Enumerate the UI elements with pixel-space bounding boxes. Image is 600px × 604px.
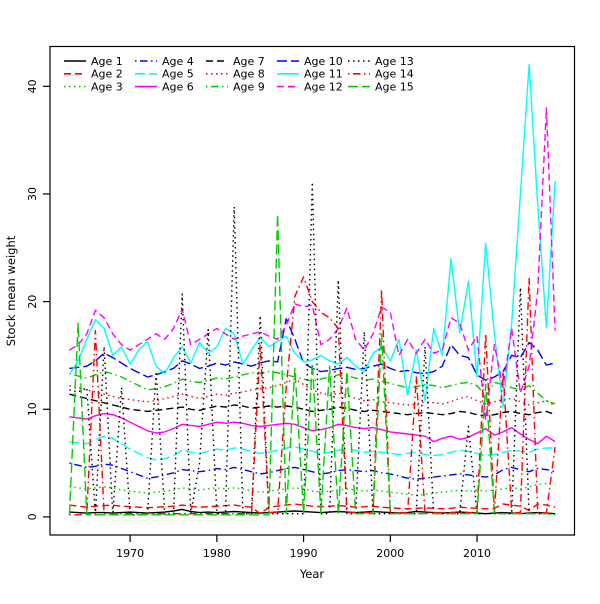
legend-label: Age 6	[162, 80, 194, 93]
legend-label: Age 10	[304, 55, 343, 68]
x-tick-label: 1980	[203, 547, 231, 560]
legend-item-age-12: Age 12	[277, 80, 343, 93]
series-line-age-1	[69, 508, 556, 515]
x-axis: 1970 1980 1990 2000 2010	[116, 535, 491, 560]
legend-item-age-11: Age 11	[277, 68, 343, 81]
series-lines	[68, 64, 556, 516]
series-line-age-12	[69, 107, 556, 421]
legend-item-age-4: Age 4	[135, 55, 194, 68]
series-line-age-15	[68, 213, 556, 516]
legend-item-age-6: Age 6	[135, 80, 194, 93]
legend-label: Age 3	[91, 80, 123, 93]
legend-item-age-1: Age 1	[64, 55, 123, 68]
series-line-age-3	[69, 482, 556, 497]
plot-area	[49, 45, 576, 536]
y-tick-label: 40	[26, 79, 39, 93]
legend-label: Age 11	[304, 68, 343, 81]
series-line-age-7	[69, 393, 556, 417]
legend-label: Age 15	[375, 80, 414, 93]
legend-label: Age 1	[91, 55, 123, 68]
legend-label: Age 2	[91, 68, 123, 81]
legend-label: Age 14	[375, 68, 414, 81]
legend-label: Age 5	[162, 68, 194, 81]
legend-item-age-13: Age 13	[348, 55, 414, 68]
x-tick-label: 1970	[116, 547, 144, 560]
x-axis-title: Year	[299, 567, 325, 581]
series-line-age-6	[69, 412, 556, 445]
legend-label: Age 4	[162, 55, 194, 68]
y-axis: 0 10 20 30 40	[26, 79, 50, 520]
series-line-age-4	[69, 462, 556, 480]
legend-item-age-5: Age 5	[135, 68, 194, 81]
legend-label: Age 12	[304, 80, 343, 93]
series-line-age-2	[69, 503, 556, 515]
y-tick-label: 20	[26, 295, 39, 309]
y-tick-label: 30	[26, 187, 39, 201]
legend-item-age-7: Age 7	[206, 55, 265, 68]
legend-label: Age 7	[233, 55, 265, 68]
y-tick-label: 0	[26, 513, 39, 520]
legend-item-age-9: Age 9	[206, 80, 265, 93]
series-line-age-13	[69, 181, 556, 516]
y-axis-title: Stock mean weight	[4, 235, 18, 346]
x-tick-label: 2000	[376, 547, 404, 560]
series-line-age-11	[68, 64, 556, 408]
legend-item-age-3: Age 3	[64, 80, 123, 93]
series-line-age-9	[69, 370, 556, 405]
legend-label: Age 13	[375, 55, 414, 68]
legend-label: Age 9	[233, 80, 265, 93]
x-tick-label: 2010	[463, 547, 491, 560]
x-tick-label: 1990	[290, 547, 318, 560]
legend-item-age-2: Age 2	[64, 68, 123, 81]
y-tick-label: 10	[26, 402, 39, 416]
series-line-age-14	[69, 276, 556, 516]
legend-label: Age 8	[233, 68, 265, 81]
legend-item-age-14: Age 14	[348, 68, 414, 81]
legend-item-age-15: Age 15	[348, 80, 414, 93]
legend-item-age-8: Age 8	[206, 68, 265, 81]
legend-item-age-10: Age 10	[277, 55, 343, 68]
